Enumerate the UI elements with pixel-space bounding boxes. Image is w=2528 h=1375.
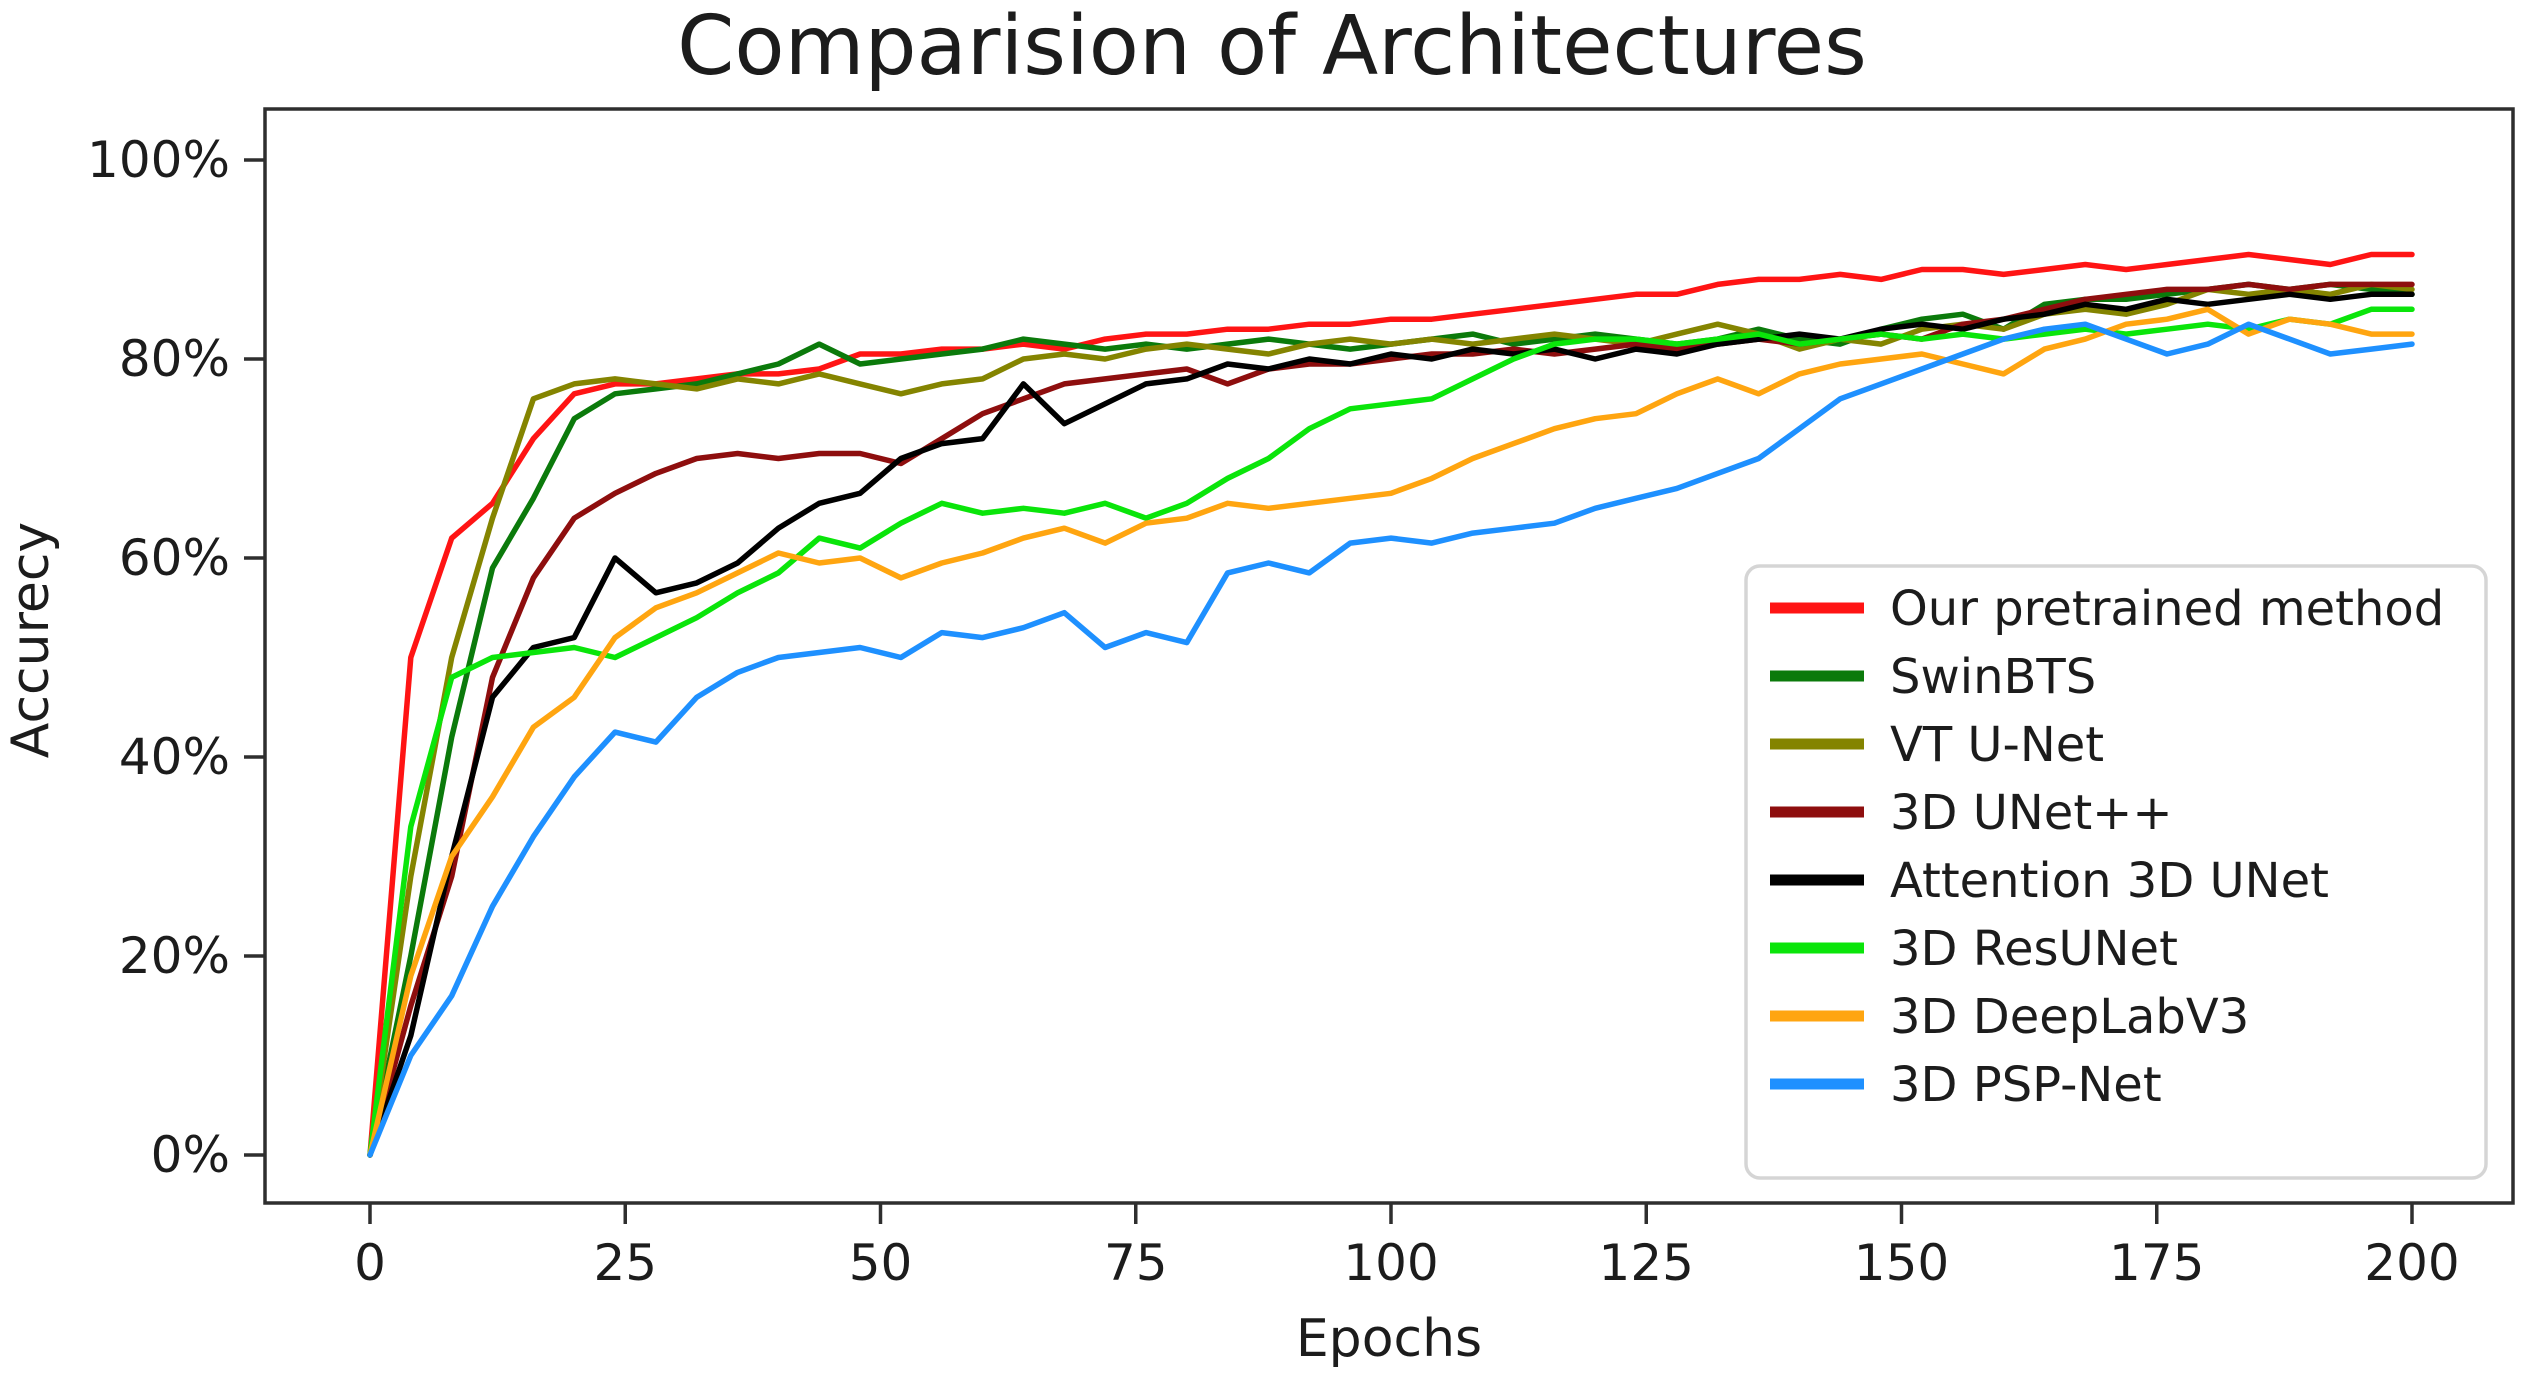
series-line-3d-psp-net <box>367 321 2415 1158</box>
x-tick-label: 25 <box>593 1234 657 1292</box>
chart-title: Comparision of Architectures <box>677 0 1867 94</box>
legend-label: 3D UNet++ <box>1890 785 2173 841</box>
legend-rows: Our pretrained method SwinBTS VT U-Net 3D U… <box>1770 581 2444 1113</box>
series-line-attention-3d-unet <box>367 291 2415 1158</box>
y-axis-label: Accurecy <box>1 522 61 758</box>
x-tick-label: 100 <box>1343 1234 1438 1292</box>
x-tick-label: 150 <box>1854 1234 1949 1292</box>
x-tick-label: 125 <box>1599 1234 1694 1292</box>
y-axis-ticks: 0% 20% 40% 60% 80% 100% <box>87 131 265 1184</box>
y-tick-label: 0% <box>151 1126 230 1184</box>
legend-label: 3D DeepLabV3 <box>1890 989 2249 1045</box>
y-tick-label: 40% <box>119 728 230 786</box>
series-line-vt-u-net <box>367 281 2415 1158</box>
legend: Our pretrained method SwinBTS VT U-Net 3D U… <box>1744 564 2488 1180</box>
y-tick-label: 80% <box>119 330 230 388</box>
x-axis-ticks: 0 25 50 75 100 125 150 175 200 <box>354 1203 2460 1292</box>
series-line-3d-deeplabv3 <box>367 306 2415 1158</box>
legend-label: SwinBTS <box>1890 649 2096 705</box>
x-axis-label: Epochs <box>1296 1309 1482 1369</box>
x-tick-label: 200 <box>2364 1234 2459 1292</box>
legend-label: 3D PSP-Net <box>1890 1057 2162 1113</box>
legend-label: VT U-Net <box>1890 717 2104 773</box>
legend-box <box>1744 564 2488 1180</box>
x-tick-label: 0 <box>354 1234 386 1292</box>
series-line-our-pretrained-method <box>367 251 2415 1158</box>
series-line-3d-resunet <box>367 306 2415 1158</box>
y-tick-label: 100% <box>87 131 230 189</box>
plot-border <box>263 107 2515 1205</box>
curve-group <box>367 251 2415 1158</box>
legend-label: Our pretrained method <box>1890 581 2444 637</box>
x-tick-label: 50 <box>849 1234 913 1292</box>
x-tick-label: 75 <box>1104 1234 1168 1292</box>
y-tick-label: 60% <box>119 529 230 587</box>
y-tick-label: 20% <box>119 927 230 985</box>
series-line-3d-unet- <box>367 281 2415 1158</box>
legend-label: 3D ResUNet <box>1890 921 2178 977</box>
x-tick-label: 175 <box>2109 1234 2204 1292</box>
legend-label: Attention 3D UNet <box>1890 853 2329 909</box>
